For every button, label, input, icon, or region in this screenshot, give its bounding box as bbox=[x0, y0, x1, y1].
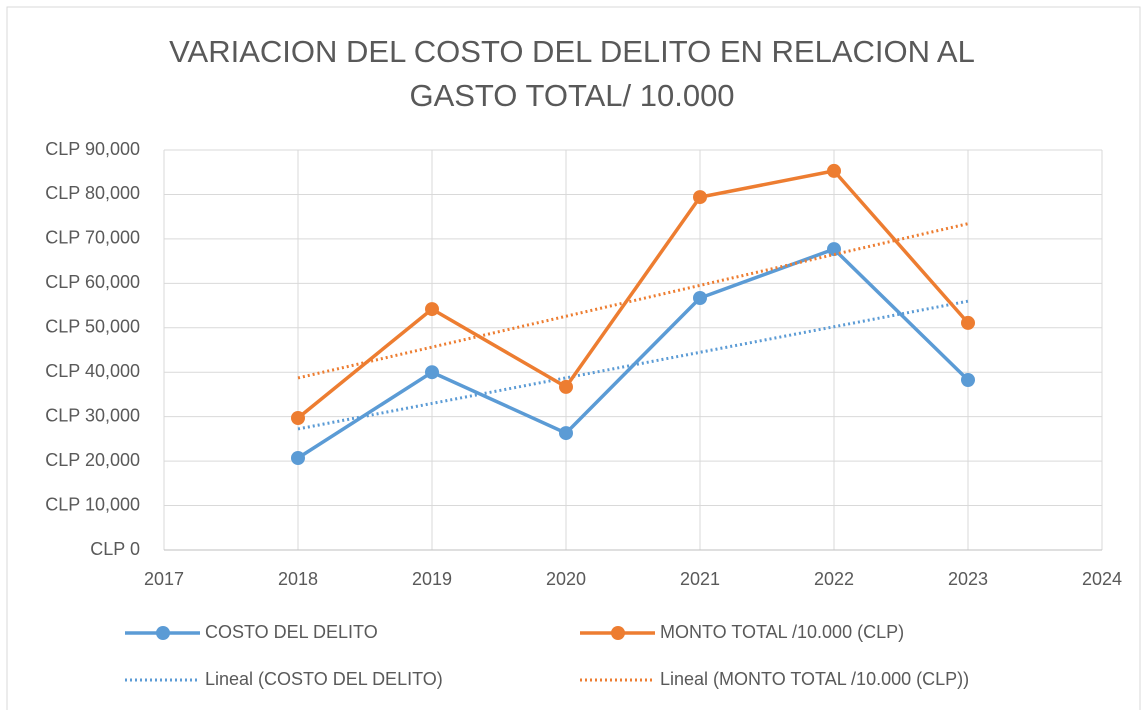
x-tick-label: 2021 bbox=[680, 569, 720, 589]
marker bbox=[559, 426, 573, 441]
marker bbox=[961, 373, 975, 387]
marker bbox=[291, 411, 305, 425]
marker bbox=[559, 379, 573, 394]
y-tick-label: CLP 10,000 bbox=[45, 494, 140, 514]
marker bbox=[693, 190, 707, 205]
y-tick-label: CLP 20,000 bbox=[45, 450, 140, 470]
chart-title: VARIACION DEL COSTO DEL DELITO EN RELACI… bbox=[169, 34, 975, 113]
x-tick-label: 2020 bbox=[546, 569, 586, 589]
series-line bbox=[297, 247, 970, 460]
marker bbox=[291, 451, 305, 465]
legend-marker bbox=[611, 626, 625, 640]
x-tick-label: 2024 bbox=[1082, 569, 1122, 589]
legend-marker bbox=[156, 626, 170, 640]
y-tick-label: CLP 80,000 bbox=[45, 183, 140, 203]
x-tick-label: 2017 bbox=[144, 569, 184, 589]
y-tick-label: CLP 30,000 bbox=[45, 405, 140, 425]
marker bbox=[827, 242, 841, 257]
y-tick-label: CLP 90,000 bbox=[45, 139, 140, 159]
y-tick-label: CLP 0 bbox=[90, 539, 140, 559]
marker bbox=[425, 365, 439, 380]
series-line bbox=[296, 169, 970, 420]
marker bbox=[961, 315, 975, 330]
y-tick-label: CLP 60,000 bbox=[45, 272, 140, 292]
legend-label: Lineal (COSTO DEL DELITO) bbox=[205, 669, 443, 689]
x-tick-label: 2019 bbox=[412, 569, 452, 589]
marker bbox=[425, 302, 439, 317]
y-tick-label: CLP 40,000 bbox=[45, 361, 140, 381]
y-tick-label: CLP 70,000 bbox=[45, 228, 140, 248]
legend-label: Lineal (MONTO TOTAL /10.000 (CLP)) bbox=[660, 669, 969, 689]
x-tick-label: 2023 bbox=[948, 569, 988, 589]
marker bbox=[827, 163, 841, 178]
y-tick-label: CLP 50,000 bbox=[45, 317, 140, 337]
marker bbox=[693, 291, 707, 305]
legend-label: MONTO TOTAL /10.000 (CLP) bbox=[660, 622, 904, 642]
x-tick-label: 2018 bbox=[278, 569, 318, 589]
legend-label: COSTO DEL DELITO bbox=[205, 622, 378, 642]
x-tick-label: 2022 bbox=[814, 569, 854, 589]
chart-border bbox=[6, 6, 1141, 710]
